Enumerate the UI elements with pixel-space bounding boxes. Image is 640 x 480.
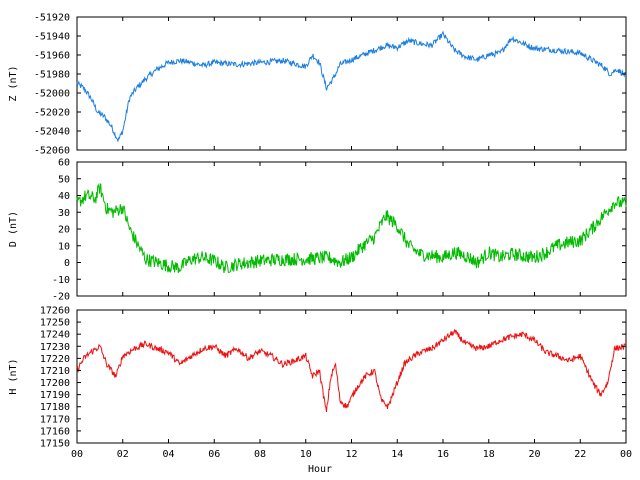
z-y-tick-label: -51920 bbox=[34, 13, 70, 24]
d-y-axis-title: D (nT) bbox=[8, 211, 19, 247]
h-x-tick-label: 10 bbox=[300, 449, 312, 460]
h-y-tick-label: 17190 bbox=[40, 390, 70, 401]
d-y-tick-label: 0 bbox=[64, 258, 70, 269]
z-y-tick-label: -52040 bbox=[34, 127, 70, 138]
h-x-tick-label: 16 bbox=[437, 449, 449, 460]
h-x-tick-label: 02 bbox=[117, 449, 129, 460]
h-x-tick-label: 06 bbox=[208, 449, 220, 460]
h-y-tick-label: 17200 bbox=[40, 378, 70, 389]
d-y-tick-label: -20 bbox=[52, 292, 70, 303]
d-y-tick-label: 60 bbox=[58, 158, 70, 169]
z-y-tick-label: -51960 bbox=[34, 51, 70, 62]
d-y-tick-label: 50 bbox=[58, 174, 70, 185]
h-x-tick-label: 04 bbox=[162, 449, 174, 460]
z-plot-frame bbox=[76, 16, 627, 151]
h-y-tick-label: 17210 bbox=[40, 366, 70, 377]
h-y-tick-label: 17260 bbox=[40, 306, 70, 317]
h-y-tick-label: 17220 bbox=[40, 354, 70, 365]
z-y-tick-label: -51940 bbox=[34, 32, 70, 43]
z-y-axis-title: Z (nT) bbox=[8, 65, 19, 101]
d-y-tick-label: 40 bbox=[58, 191, 70, 202]
d-y-tick-label: 20 bbox=[58, 225, 70, 236]
h-x-tick-label: 12 bbox=[345, 449, 357, 460]
h-y-axis-title: H (nT) bbox=[8, 358, 19, 394]
d-panel: 60 50 40 30 20 10 0 -10 -20 D (nT) bbox=[8, 158, 627, 303]
h-x-tick-label: 00 bbox=[71, 449, 83, 460]
d-y-tick-label: 10 bbox=[58, 241, 70, 252]
h-y-tick-label: 17170 bbox=[40, 414, 70, 425]
h-y-tick-label: 17230 bbox=[40, 342, 70, 353]
d-series-line bbox=[76, 183, 627, 274]
d-y-tick-label: -10 bbox=[52, 275, 70, 286]
z-y-tick-label: -52060 bbox=[34, 146, 70, 157]
h-x-tick-label: 18 bbox=[483, 449, 495, 460]
h-y-tick-label: 17240 bbox=[40, 330, 70, 341]
z-y-tick-label: -52020 bbox=[34, 108, 70, 119]
z-series-line bbox=[76, 30, 627, 142]
h-x-tick-label: 14 bbox=[391, 449, 403, 460]
d-plot-frame bbox=[76, 161, 627, 297]
z-y-tick-label: -51980 bbox=[34, 70, 70, 81]
h-x-tick-label: 20 bbox=[528, 449, 540, 460]
h-x-tick-label: 08 bbox=[254, 449, 266, 460]
z-y-tick-label: -52000 bbox=[34, 89, 70, 100]
h-x-tick-label: 00 bbox=[620, 449, 632, 460]
h-panel: 1726017250172401723017220172101720017190… bbox=[8, 306, 632, 461]
h-y-tick-label: 17160 bbox=[40, 426, 70, 437]
d-y-tick-label: 30 bbox=[58, 208, 70, 219]
h-series-line bbox=[76, 328, 627, 412]
h-plot-frame bbox=[76, 309, 627, 444]
h-x-tick-label: 22 bbox=[574, 449, 586, 460]
h-y-tick-label: 17150 bbox=[40, 439, 70, 450]
h-y-tick-label: 17180 bbox=[40, 402, 70, 413]
h-y-tick-label: 17250 bbox=[40, 318, 70, 329]
z-panel: -51920 -51940 -51960 -51980 -52000 -52020 -520… bbox=[8, 13, 627, 157]
x-axis-title: Hour bbox=[308, 464, 332, 475]
